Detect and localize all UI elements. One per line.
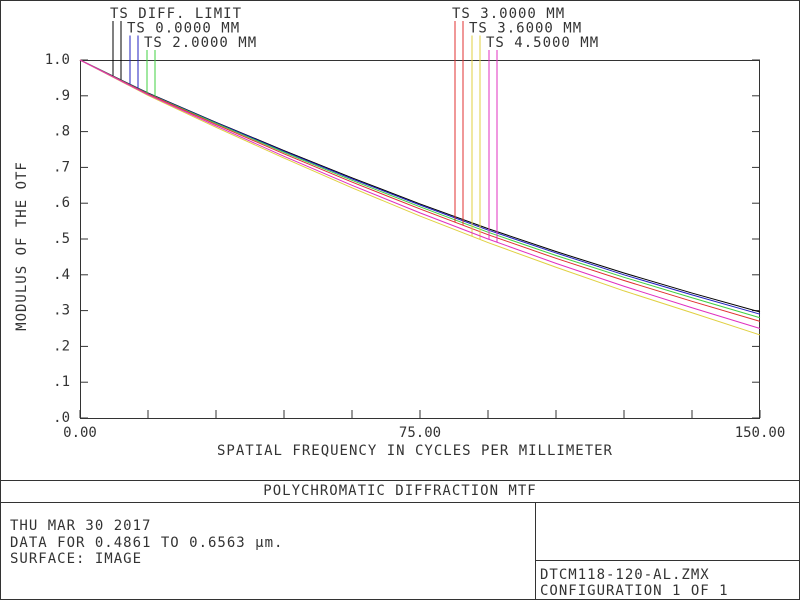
legend-label: TS 0.0000 MM bbox=[127, 21, 240, 37]
y-tick-label: .7 bbox=[53, 159, 70, 175]
legend-label: TS 4.5000 MM bbox=[486, 35, 599, 51]
series-line bbox=[79, 59, 761, 319]
footer-date: THU MAR 30 2017 bbox=[10, 518, 151, 534]
legend-label: TS 3.0000 MM bbox=[452, 6, 565, 22]
y-axis-label: MODULUS OF THE OTF bbox=[14, 161, 30, 331]
footer-title: POLYCHROMATIC DIFFRACTION MTF bbox=[263, 483, 536, 499]
series-line bbox=[79, 59, 761, 322]
y-tick-label: .5 bbox=[53, 231, 70, 247]
x-tick-label: 0.00 bbox=[63, 425, 97, 441]
series-line bbox=[79, 59, 761, 329]
y-tick-label: .0 bbox=[53, 410, 70, 426]
y-tick-label: .6 bbox=[53, 195, 70, 211]
y-tick-label: .3 bbox=[53, 303, 70, 319]
plot-frame bbox=[80, 60, 760, 419]
y-tick-label: .1 bbox=[53, 374, 70, 390]
y-tick-label: .8 bbox=[53, 124, 70, 140]
x-tick-label: 75.00 bbox=[399, 425, 441, 441]
legend-label: TS 2.0000 MM bbox=[144, 35, 257, 51]
y-tick-label: .9 bbox=[53, 88, 70, 104]
x-axis-label: SPATIAL FREQUENCY IN CYCLES PER MILLIMET… bbox=[217, 443, 613, 459]
footer-surface: SURFACE: IMAGE bbox=[10, 551, 142, 567]
footer-data-range: DATA FOR 0.4861 TO 0.6563 µm. bbox=[10, 535, 283, 551]
y-tick-label: 1.0 bbox=[45, 52, 70, 68]
series-line bbox=[79, 59, 761, 315]
footer-configuration: CONFIGURATION 1 OF 1 bbox=[540, 583, 729, 599]
series-line bbox=[79, 59, 761, 336]
footer-file: DTCM118-120-AL.ZMX bbox=[540, 567, 710, 583]
y-tick-label: .4 bbox=[53, 267, 70, 283]
legend-label: TS 3.6000 MM bbox=[469, 21, 582, 37]
x-tick-label: 150.00 bbox=[735, 425, 786, 441]
series-line bbox=[79, 59, 761, 313]
legend-label: TS DIFF. LIMIT bbox=[110, 6, 242, 22]
y-tick-label: .2 bbox=[53, 338, 70, 354]
